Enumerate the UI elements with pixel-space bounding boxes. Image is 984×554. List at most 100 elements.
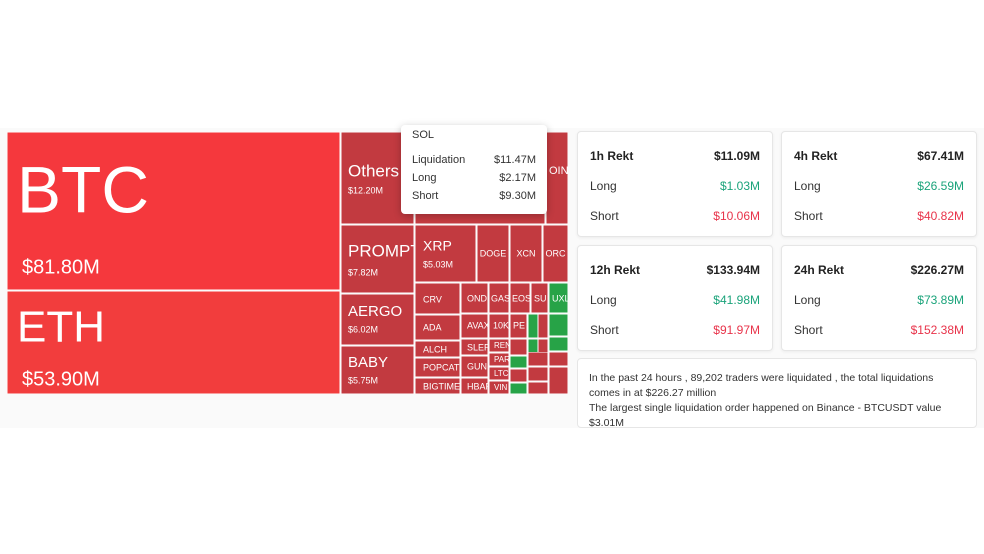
tile-bg (528, 367, 548, 381)
tile (528, 382, 548, 394)
tile: OIN (546, 132, 569, 224)
tile-bg (461, 314, 488, 338)
tile-symbol: BABY (348, 354, 388, 371)
tile-bg (528, 382, 548, 394)
row-label: 24h Rekt (794, 263, 845, 277)
tooltip-row: Short $9.30M (412, 190, 536, 202)
card-row: Long $73.89M (794, 293, 964, 307)
value: $9.30M (499, 190, 536, 202)
tile-symbol: PE (513, 320, 525, 330)
tooltip-row: Long $2.17M (412, 172, 536, 184)
tile: GAS (489, 283, 510, 313)
tile-bg (415, 378, 460, 394)
tile-symbol: BTC (17, 152, 149, 226)
tile-bg (543, 225, 568, 282)
tooltip-row: Liquidation $11.47M (412, 154, 536, 166)
tile: REN (489, 339, 511, 352)
tile (538, 339, 548, 355)
tile (528, 367, 548, 381)
tile-bg (7, 132, 340, 290)
tile-bg (415, 283, 460, 314)
tile-bg (341, 225, 414, 293)
tile-symbol: Others (348, 161, 399, 180)
tile-bg (7, 291, 340, 394)
tile: EOS (510, 283, 531, 313)
row-value: $226.27M (910, 263, 964, 277)
tile-value: $81.80M (22, 256, 100, 278)
row-label: Long (590, 179, 617, 193)
tile-value: $7.82M (348, 267, 378, 277)
tile-bg (510, 369, 527, 382)
tile-symbol: OIN (549, 165, 569, 177)
label: Short (412, 190, 439, 202)
row-value: $67.41M (917, 149, 964, 163)
tile-symbol: PAR (494, 355, 510, 364)
tile (510, 339, 527, 355)
tile-bg (528, 352, 548, 366)
tile-bg (489, 353, 509, 366)
tile-bg (489, 381, 509, 394)
tile: PROMPT $7.82M (341, 225, 414, 293)
tile-symbol: HBAR (467, 381, 493, 391)
tile: UXL (549, 283, 568, 313)
row-label: Short (590, 323, 619, 337)
tile-bg (538, 339, 548, 355)
card-row: 4h Rekt $67.41M (794, 149, 964, 163)
tile-symbol: ALCH (423, 344, 447, 354)
tile (549, 352, 568, 366)
row-label: 4h Rekt (794, 149, 838, 163)
card-row: Long $26.59M (794, 179, 964, 193)
tile: LTC (489, 367, 509, 380)
tile: PAR (489, 353, 510, 366)
tile: XCN (510, 225, 542, 282)
row-value: $152.38M (910, 323, 964, 337)
tile-value: $53.90M (22, 368, 100, 390)
label: Long (412, 172, 437, 184)
tile-symbol: GAS (491, 293, 510, 303)
value: $11.47M (494, 154, 536, 166)
card-row: Long $1.03M (590, 179, 760, 193)
tile-symbol: POPCAT (423, 362, 460, 372)
tile (528, 339, 538, 355)
info-line: In the past 24 hours , 89,202 traders we… (589, 372, 934, 399)
tile: AERGO $6.02M (341, 294, 414, 345)
card-row: Short $152.38M (794, 323, 964, 337)
row-label: Short (794, 209, 823, 223)
row-value: $11.09M (713, 149, 760, 163)
tile-bg (549, 337, 568, 351)
tile-symbol: GUN (467, 361, 487, 371)
tile: POPCAT (415, 358, 460, 377)
tile: ALCH (415, 341, 460, 357)
tile-symbol: ORC (546, 248, 567, 258)
tile-bg (531, 283, 548, 313)
tile-symbol: ADA (423, 322, 442, 332)
tile-symbol: OND (467, 293, 488, 303)
tile-symbol: REN (494, 341, 511, 350)
tile: BABY $5.75M (341, 346, 414, 394)
tile-symbol: EOS (512, 293, 531, 303)
tile-bg (461, 378, 488, 394)
tile-bg (549, 314, 568, 336)
tooltip-title: SOL (412, 129, 536, 141)
tooltip: SOL Liquidation $11.47M Long $2.17M Short $9.… (401, 125, 547, 214)
tile-symbol: DOGE (480, 248, 507, 258)
row-value: $1.03M (719, 179, 760, 193)
tile-bg (477, 225, 509, 282)
row-value: $73.89M (917, 293, 964, 307)
tile-bg (461, 283, 488, 313)
tile (549, 314, 568, 336)
card-row: 1h Rekt $11.09M (590, 149, 760, 163)
rekt-card: 24h Rekt $226.27M Long $73.89M Short $152.38M (781, 245, 977, 351)
tile: GUN (461, 356, 488, 377)
tile (510, 383, 527, 394)
tile-value: $12.20M (348, 185, 383, 195)
row-value: $26.59M (917, 179, 964, 193)
tile-bg (415, 341, 460, 357)
tile-bg (528, 314, 538, 338)
row-value: $10.06M (713, 209, 760, 223)
row-label: 12h Rekt (590, 263, 641, 277)
row-label: Long (590, 293, 617, 307)
tile-symbol: XCN (516, 248, 535, 258)
info-text: In the past 24 hours , 89,202 traders we… (589, 371, 966, 431)
tile-value: $6.02M (348, 324, 378, 334)
